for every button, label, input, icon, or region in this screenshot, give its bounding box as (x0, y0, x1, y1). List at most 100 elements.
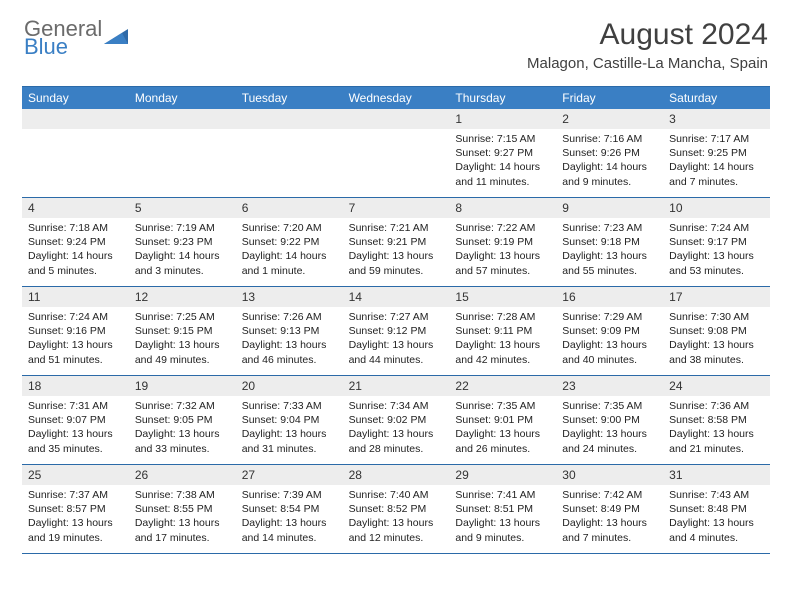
day-26: 26 Sunrise: 7:38 AMSunset: 8:55 PMDayligh… (129, 465, 236, 553)
sunset-text: Sunset: 9:09 PM (562, 324, 657, 338)
day-number: . (343, 109, 450, 129)
logo: General Blue (24, 18, 132, 58)
daylight-text: Daylight: 13 hours and 26 minutes. (455, 427, 550, 455)
day-info: Sunrise: 7:36 AMSunset: 8:58 PMDaylight:… (663, 396, 770, 461)
day-28: 28Sunrise: 7:40 AMSunset: 8:52 PMDayligh… (343, 465, 450, 553)
daylight-text: Daylight: 14 hours and 9 minutes. (562, 160, 657, 188)
sunset-text: Sunset: 9:04 PM (242, 413, 337, 427)
day-info: Sunrise: 7:27 AMSunset: 9:12 PMDaylight:… (343, 307, 450, 372)
sunrise-text: Sunrise: 7:41 AM (455, 488, 550, 502)
day-number: 19 (129, 376, 236, 396)
sunrise-text: Sunrise: 7:30 AM (669, 310, 764, 324)
sunrise-text: Sunrise: 7:15 AM (455, 132, 550, 146)
sunrise-text: Sunrise: 7:36 AM (669, 399, 764, 413)
day-number: . (22, 109, 129, 129)
day-info: Sunrise: 7:30 AMSunset: 9:08 PMDaylight:… (663, 307, 770, 372)
daylight-text: Daylight: 13 hours and 55 minutes. (562, 249, 657, 277)
day-info: Sunrise: 7:35 AMSunset: 9:01 PMDaylight:… (449, 396, 556, 461)
day-number: 6 (236, 198, 343, 218)
sunset-text: Sunset: 8:58 PM (669, 413, 764, 427)
sunrise-text: Sunrise: 7:22 AM (455, 221, 550, 235)
day-number: . (129, 109, 236, 129)
sunrise-text: Sunrise: 7:34 AM (349, 399, 444, 413)
sunrise-text: Sunrise: 7:26 AM (242, 310, 337, 324)
daylight-text: Daylight: 13 hours and 7 minutes. (562, 516, 657, 544)
day-info: Sunrise: 7:19 AMSunset: 9:23 PMDaylight:… (129, 218, 236, 283)
sunrise-text: Sunrise: 7:16 AM (562, 132, 657, 146)
day-23: 23Sunrise: 7:35 AMSunset: 9:00 PMDayligh… (556, 376, 663, 464)
daylight-text: Daylight: 14 hours and 3 minutes. (135, 249, 230, 277)
sunrise-text: Sunrise: 7:20 AM (242, 221, 337, 235)
header: General Blue August 2024 Malagon, Castil… (0, 0, 792, 80)
sunrise-text: Sunrise: 7:32 AM (135, 399, 230, 413)
daylight-text: Daylight: 14 hours and 5 minutes. (28, 249, 123, 277)
daylight-text: Daylight: 13 hours and 17 minutes. (135, 516, 230, 544)
day-number: 1 (449, 109, 556, 129)
day-info (129, 129, 236, 137)
daylight-text: Daylight: 14 hours and 11 minutes. (455, 160, 550, 188)
day-number: 10 (663, 198, 770, 218)
day-15: 15Sunrise: 7:28 AMSunset: 9:11 PMDayligh… (449, 287, 556, 375)
day-info (236, 129, 343, 137)
dow-saturday: Saturday (663, 87, 770, 109)
sunset-text: Sunset: 9:01 PM (455, 413, 550, 427)
day-info: Sunrise: 7:25 AMSunset: 9:15 PMDaylight:… (129, 307, 236, 372)
sunset-text: Sunset: 9:07 PM (28, 413, 123, 427)
daylight-text: Daylight: 13 hours and 9 minutes. (455, 516, 550, 544)
daylight-text: Daylight: 14 hours and 1 minute. (242, 249, 337, 277)
day-number: 2 (556, 109, 663, 129)
sunset-text: Sunset: 8:55 PM (135, 502, 230, 516)
day-number: 11 (22, 287, 129, 307)
day-info: Sunrise: 7:37 AMSunset: 8:57 PMDaylight:… (22, 485, 129, 550)
day-number: 31 (663, 465, 770, 485)
day-number: 16 (556, 287, 663, 307)
day-number: 18 (22, 376, 129, 396)
daylight-text: Daylight: 13 hours and 4 minutes. (669, 516, 764, 544)
dow-row: SundayMondayTuesdayWednesdayThursdayFrid… (22, 87, 770, 109)
day-number: 14 (343, 287, 450, 307)
sunrise-text: Sunrise: 7:24 AM (669, 221, 764, 235)
day-number: 26 (129, 465, 236, 485)
day-number: 29 (449, 465, 556, 485)
sunrise-text: Sunrise: 7:43 AM (669, 488, 764, 502)
day-info: Sunrise: 7:18 AMSunset: 9:24 PMDaylight:… (22, 218, 129, 283)
sunset-text: Sunset: 9:18 PM (562, 235, 657, 249)
sunset-text: Sunset: 9:25 PM (669, 146, 764, 160)
sunrise-text: Sunrise: 7:40 AM (349, 488, 444, 502)
sunset-text: Sunset: 9:17 PM (669, 235, 764, 249)
sunrise-text: Sunrise: 7:31 AM (28, 399, 123, 413)
sunset-text: Sunset: 9:19 PM (455, 235, 550, 249)
daylight-text: Daylight: 13 hours and 35 minutes. (28, 427, 123, 455)
sunrise-text: Sunrise: 7:38 AM (135, 488, 230, 502)
daylight-text: Daylight: 13 hours and 53 minutes. (669, 249, 764, 277)
day-21: 21Sunrise: 7:34 AMSunset: 9:02 PMDayligh… (343, 376, 450, 464)
day-info: Sunrise: 7:16 AMSunset: 9:26 PMDaylight:… (556, 129, 663, 194)
day-info: Sunrise: 7:43 AMSunset: 8:48 PMDaylight:… (663, 485, 770, 550)
daylight-text: Daylight: 13 hours and 44 minutes. (349, 338, 444, 366)
day-number: . (236, 109, 343, 129)
sunset-text: Sunset: 9:00 PM (562, 413, 657, 427)
daylight-text: Daylight: 13 hours and 31 minutes. (242, 427, 337, 455)
sunset-text: Sunset: 9:24 PM (28, 235, 123, 249)
sunrise-text: Sunrise: 7:42 AM (562, 488, 657, 502)
sunrise-text: Sunrise: 7:29 AM (562, 310, 657, 324)
logo-triangle-icon (104, 27, 132, 49)
day-number: 21 (343, 376, 450, 396)
day-number: 15 (449, 287, 556, 307)
day-info: Sunrise: 7:39 AMSunset: 8:54 PMDaylight:… (236, 485, 343, 550)
day-31: 31Sunrise: 7:43 AMSunset: 8:48 PMDayligh… (663, 465, 770, 553)
day-18: 18Sunrise: 7:31 AMSunset: 9:07 PMDayligh… (22, 376, 129, 464)
day-info: Sunrise: 7:23 AMSunset: 9:18 PMDaylight:… (556, 218, 663, 283)
day-20: 20Sunrise: 7:33 AMSunset: 9:04 PMDayligh… (236, 376, 343, 464)
daylight-text: Daylight: 13 hours and 38 minutes. (669, 338, 764, 366)
day-info: Sunrise: 7:33 AMSunset: 9:04 PMDaylight:… (236, 396, 343, 461)
daylight-text: Daylight: 13 hours and 14 minutes. (242, 516, 337, 544)
day-empty: . (129, 109, 236, 197)
daylight-text: Daylight: 14 hours and 7 minutes. (669, 160, 764, 188)
day-info: Sunrise: 7:31 AMSunset: 9:07 PMDaylight:… (22, 396, 129, 461)
day-5: 5Sunrise: 7:19 AMSunset: 9:23 PMDaylight… (129, 198, 236, 286)
calendar: SundayMondayTuesdayWednesdayThursdayFrid… (22, 86, 770, 554)
day-2: 2Sunrise: 7:16 AMSunset: 9:26 PMDaylight… (556, 109, 663, 197)
day-10: 10 Sunrise: 7:24 AMSunset: 9:17 PMDayligh… (663, 198, 770, 286)
day-info: Sunrise: 7:42 AMSunset: 8:49 PMDaylight:… (556, 485, 663, 550)
